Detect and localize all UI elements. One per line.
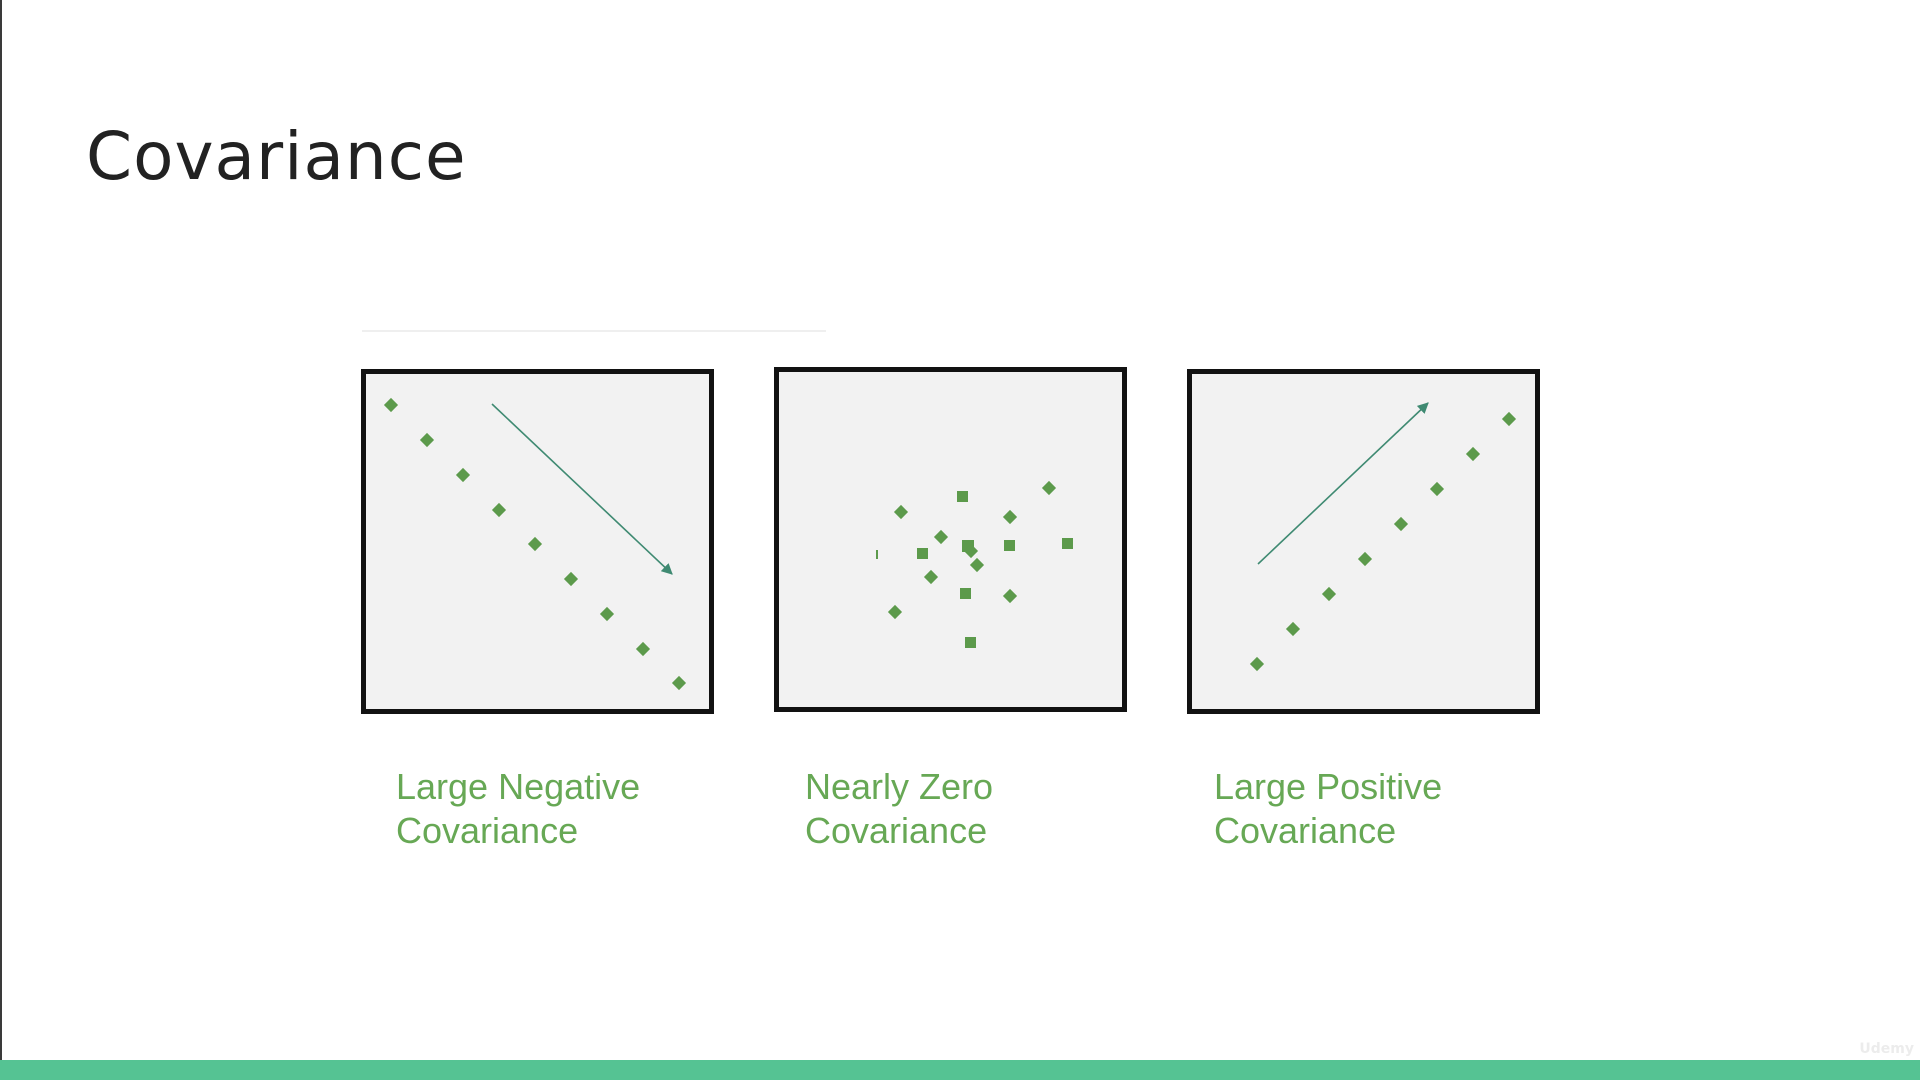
data-point [1004,540,1015,551]
positive-covariance-panel [1187,369,1540,714]
data-point [876,550,878,559]
trend-arrow-up [1257,402,1429,565]
data-point [893,504,909,520]
data-point [635,641,651,657]
data-point [1393,516,1409,532]
data-point [1002,509,1018,525]
data-point [969,557,985,573]
data-point [563,571,579,587]
data-point [917,548,928,559]
faint-divider [362,330,826,332]
data-point [1501,411,1517,427]
data-point [965,637,976,648]
caption-line: Large Positive [1214,766,1443,807]
positive-covariance-plot [1249,402,1517,672]
data-point [1357,551,1373,567]
caption-line: Covariance [805,810,988,851]
caption-line: Covariance [396,810,579,851]
data-point [1002,588,1018,604]
bottom-accent-bar [0,1060,1920,1080]
data-point [491,502,507,518]
data-point [599,606,615,622]
positive-covariance-caption: Large Positive Covariance [1214,765,1442,853]
data-point [527,536,543,552]
data-point [1429,481,1445,497]
caption-line: Large Negative [396,766,641,807]
data-point [933,529,949,545]
negative-covariance-plot [383,397,687,691]
zero-covariance-plot [876,480,1073,648]
data-point [1465,446,1481,462]
data-point [963,543,979,559]
data-point [1062,538,1073,549]
data-point [957,491,968,502]
zero-covariance-panel [774,367,1127,712]
data-point [383,397,399,413]
zero-covariance-caption: Nearly Zero Covariance [805,765,993,853]
data-point [1249,656,1265,672]
data-point [1321,586,1337,602]
data-point [419,432,435,448]
udemy-logo: Udemy [1859,1041,1914,1057]
slide-title: Covariance [86,118,467,195]
data-point [455,467,471,483]
data-point [671,675,687,691]
trend-arrow-down [491,403,673,575]
caption-line: Covariance [1214,810,1397,851]
caption-line: Nearly Zero [805,766,994,807]
data-point [1285,621,1301,637]
data-point [887,604,903,620]
data-point [1041,480,1057,496]
negative-covariance-panel [361,369,714,714]
data-point [923,569,939,585]
negative-covariance-caption: Large Negative Covariance [396,765,640,853]
slide-left-edge [0,0,2,1060]
data-point [960,588,971,599]
